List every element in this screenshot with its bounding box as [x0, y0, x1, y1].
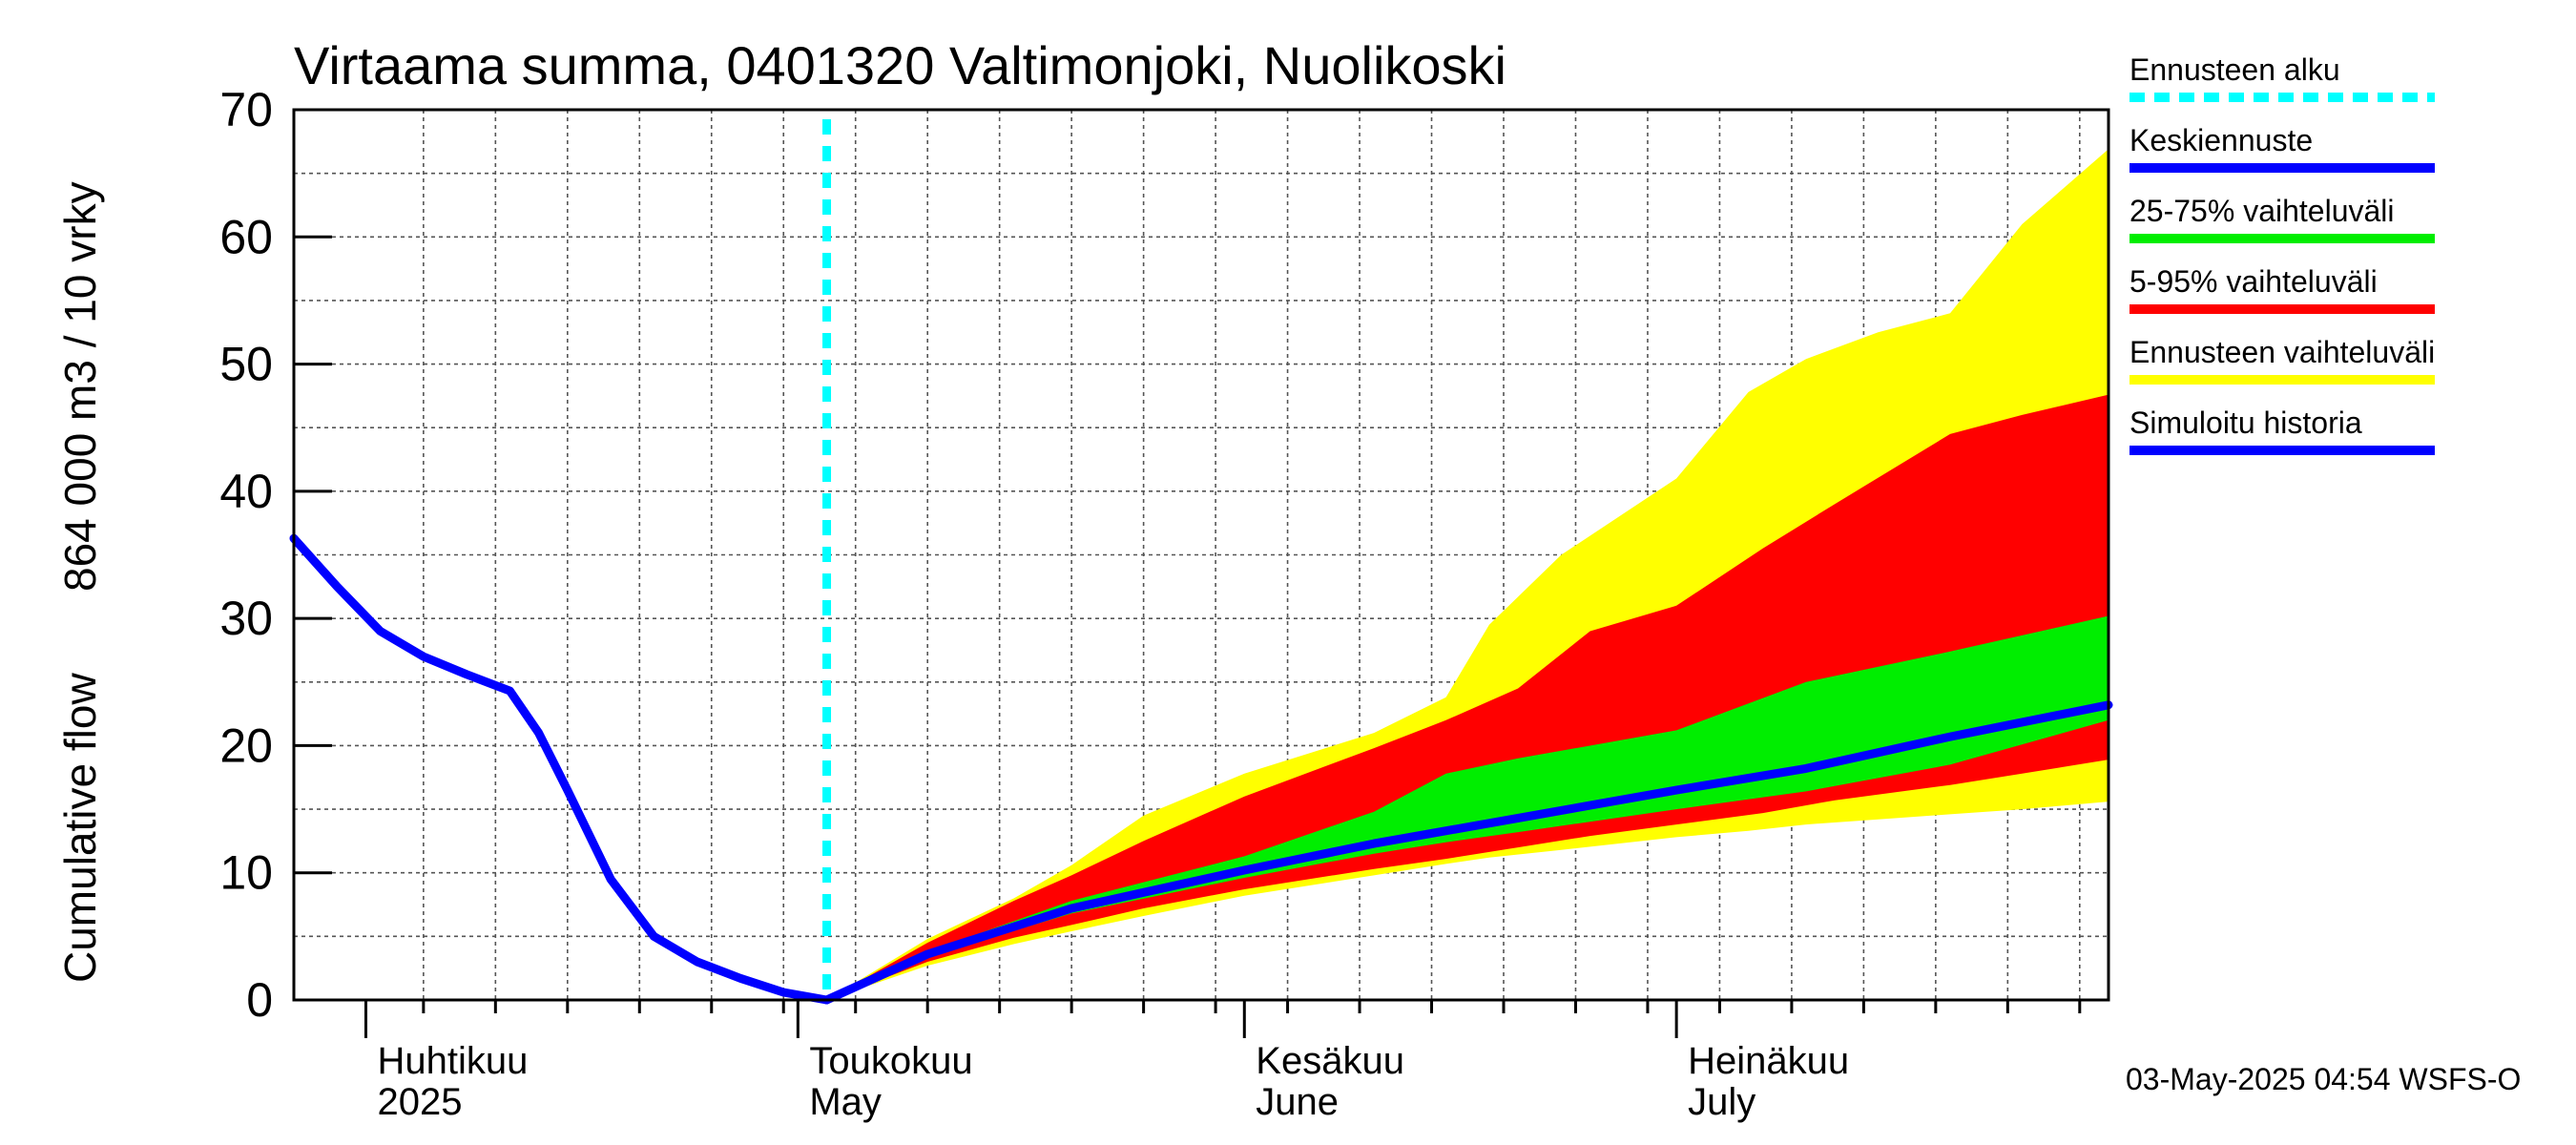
- month-label-en: May: [809, 1081, 882, 1123]
- legend-label: Simuloitu historia: [2129, 406, 2362, 440]
- series-line-simulated-history: [289, 533, 831, 1005]
- month-label-fi: Huhtikuu: [377, 1040, 528, 1082]
- chart-title: Virtaama summa, 0401320 Valtimonjoki, Nu…: [294, 35, 1506, 95]
- legend-label: Keskiennuste: [2129, 123, 2313, 157]
- timestamp-footer: 03-May-2025 04:54 WSFS-O: [2126, 1062, 2521, 1096]
- y-tick-label: 30: [219, 592, 273, 645]
- y-tick-label: 70: [219, 83, 273, 136]
- month-label-fi: Kesäkuu: [1256, 1040, 1404, 1082]
- series-line-median-forecast: [822, 700, 2113, 1005]
- month-label-fi: Heinäkuu: [1688, 1040, 1849, 1082]
- y-tick-label: 40: [219, 465, 273, 518]
- legend: Ennusteen alku Keskiennuste 25-75% vaihtel…: [2129, 52, 2435, 455]
- legend-label: 5-95% vaihteluväli: [2129, 264, 2378, 299]
- legend-label: Ennusteen alku: [2129, 52, 2340, 87]
- month-label-en: 2025: [377, 1081, 462, 1123]
- y-axis-label-left: Cumulative flow: [55, 673, 105, 983]
- y-tick-label: 10: [219, 846, 273, 900]
- month-label-en: June: [1256, 1081, 1339, 1123]
- plot-frame: [292, 108, 2110, 1002]
- legend-label: 25-75% vaihteluväli: [2129, 194, 2395, 228]
- legend-label: Ennusteen vaihteluväli: [2129, 335, 2435, 369]
- y-tick-label: 60: [219, 210, 273, 263]
- y-tick-label: 20: [219, 718, 273, 772]
- month-label-fi: Toukokuu: [809, 1040, 972, 1082]
- month-label-en: July: [1688, 1081, 1755, 1123]
- forecast-bands: [826, 149, 2109, 1001]
- series-lines: [289, 119, 2113, 1005]
- y-axis-label-right: 864 000 m3 / 10 vrky: [55, 181, 105, 592]
- band-5-95-vaihteluv-li: [826, 394, 2109, 1001]
- y-tick-label: 50: [219, 338, 273, 391]
- band-25-75-vaihteluv-li: [826, 615, 2109, 1000]
- y-tick-label: 0: [246, 973, 273, 1027]
